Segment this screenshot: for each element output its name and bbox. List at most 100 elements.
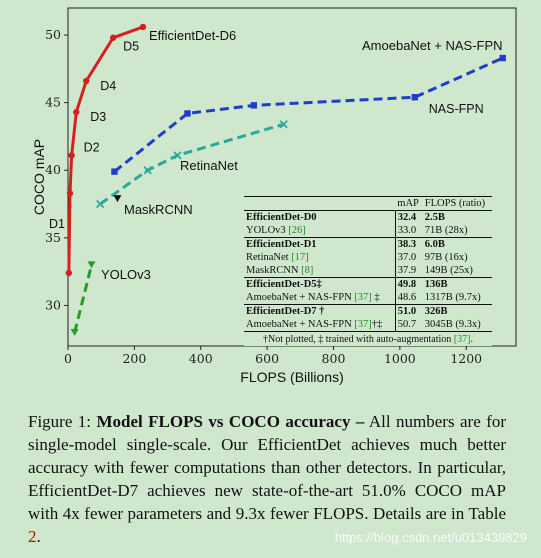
- series-name-label: RetinaNet: [180, 158, 238, 173]
- x-tick-label: 0: [64, 351, 72, 366]
- table-header-row: mAP FLOPS (ratio): [244, 196, 492, 211]
- cell-model: AmoebaNet + NAS-FPN [37]†‡: [244, 318, 395, 332]
- series-line: [67, 25, 144, 274]
- series-2: [96, 120, 288, 209]
- cell-flops: 71B (28x): [424, 225, 468, 236]
- cell-map: 33.0: [394, 224, 423, 238]
- table-footnote: †Not plotted, ‡ trained with auto-augmen…: [244, 331, 492, 346]
- table-row: AmoebaNet + NAS-FPN [37]†‡ 50.7 3045B (9.3…: [244, 318, 492, 332]
- cell-flops: 1317B (9.7x): [424, 292, 481, 303]
- cell-map: 37.0: [394, 251, 423, 264]
- row-model: EfficientDet-D0: [246, 212, 317, 223]
- series-4: [70, 261, 96, 336]
- row-model: RetinaNet: [246, 252, 292, 263]
- data-point: [499, 54, 506, 62]
- figure-caption: Figure 1: Model FLOPS vs COCO accuracy –…: [28, 410, 506, 548]
- table-footnote-row: †Not plotted, ‡ trained with auto-augmen…: [244, 331, 492, 346]
- data-point: [65, 269, 73, 277]
- header-flops: FLOPS (ratio): [422, 196, 492, 211]
- y-tick-label: 50: [45, 27, 61, 42]
- data-point: [68, 152, 75, 159]
- series-3: [113, 195, 122, 203]
- cell-map: 38.3: [394, 237, 423, 251]
- point-label: D4: [100, 79, 116, 93]
- row-model: YOLOv3: [246, 225, 289, 236]
- row-citation[interactable]: [37]: [354, 319, 372, 330]
- data-point: [109, 34, 117, 41]
- y-tick-label: 30: [45, 297, 61, 312]
- row-model: MaskRCNN: [246, 265, 302, 276]
- watermark: https://blog.csdn.net/u013439829: [334, 530, 527, 545]
- row-citation[interactable]: [17]: [291, 252, 309, 263]
- data-point: [66, 190, 74, 197]
- data-point: [111, 168, 118, 175]
- x-tick-label: 800: [322, 351, 346, 366]
- series-0: [65, 23, 147, 277]
- cell-model: EfficientDet-D0: [244, 211, 395, 225]
- data-point: [173, 151, 182, 160]
- cell-model: AmoebaNet + NAS-FPN [37] ‡: [244, 291, 395, 305]
- point-label: D5: [123, 40, 139, 54]
- footnote-end: .: [470, 334, 473, 345]
- x-tick-label: 600: [255, 351, 279, 366]
- cell-map: 32.4: [394, 210, 423, 224]
- data-point: [87, 261, 96, 269]
- caption-table-ref[interactable]: 2: [28, 527, 37, 546]
- cell-flops: 136B: [422, 277, 492, 291]
- x-tick-label: 1200: [450, 351, 482, 366]
- data-point: [73, 108, 80, 116]
- cell-flops: 6.0B: [422, 237, 492, 251]
- cell-flops: 2.5B: [424, 212, 445, 223]
- row-model: EfficientDet-D5‡: [246, 279, 322, 290]
- plot-frame: [67, 7, 517, 347]
- row-citation[interactable]: [37]: [354, 292, 372, 303]
- row-marks: ‡: [371, 292, 380, 303]
- cell-flops: 326B: [422, 304, 492, 318]
- series-name-label: MaskRCNN: [124, 202, 193, 217]
- footnote-citation[interactable]: [37]: [453, 334, 471, 345]
- header-model: [244, 196, 396, 211]
- caption-body: All numbers are for single-model single-…: [28, 412, 507, 523]
- caption-prefix: Figure 1:: [28, 412, 97, 431]
- data-point: [279, 120, 288, 129]
- row-model: EfficientDet-D7 †: [246, 306, 325, 317]
- cell-flops: 97B (16x): [424, 252, 468, 263]
- x-tick-label: 200: [122, 351, 146, 366]
- table-row: AmoebaNet + NAS-FPN [37] ‡ 48.6 1317B (9.7…: [244, 291, 492, 305]
- cell-map: 51.0: [394, 304, 423, 318]
- y-tick-label: 45: [45, 95, 61, 110]
- x-axis-title: FLOPS (Billions): [240, 369, 343, 385]
- cell-model: EfficientDet-D1: [244, 237, 396, 251]
- table-row: EfficientDet-D5‡ 49.8 136B: [244, 277, 492, 291]
- series-line: [73, 264, 94, 333]
- header-map: mAP: [395, 196, 423, 211]
- cell-flops: 3045B (9.3x): [424, 319, 481, 330]
- row-citation[interactable]: [26]: [288, 225, 306, 236]
- table-row: EfficientDet-D7 † 51.0 326B: [244, 304, 492, 318]
- table-row: MaskRCNN [8] 37.9 149B (25x): [244, 264, 492, 278]
- series-line: [99, 122, 285, 206]
- point-label: D1: [49, 217, 65, 231]
- data-point: [113, 195, 122, 203]
- data-point: [250, 102, 258, 109]
- y-tick-label: 40: [45, 162, 61, 177]
- y-tick-label: 35: [45, 230, 61, 245]
- row-model: AmoebaNet + NAS-FPN: [246, 292, 355, 303]
- x-tick-label: 400: [189, 351, 213, 366]
- cell-model: YOLOv3 [26]: [244, 224, 395, 238]
- data-point: [70, 328, 79, 336]
- cell-map: 49.8: [394, 277, 423, 291]
- caption-end: .: [36, 527, 41, 546]
- table-row: EfficientDet-D1 38.3 6.0B: [244, 237, 492, 251]
- cell-model: EfficientDet-D7 †: [244, 304, 396, 318]
- row-citation[interactable]: [8]: [301, 265, 314, 276]
- data-point: [83, 77, 90, 85]
- cell-model: EfficientDet-D5‡: [244, 277, 396, 291]
- row-model: EfficientDet-D1: [246, 239, 317, 250]
- point-label: NAS-FPN: [429, 102, 484, 116]
- flops-vs-map-chart: 0 200 400 600 800 1000 1200 30 35 40 45 50 D1 D2 D3 D4…: [31, 7, 517, 385]
- data-point: [143, 166, 152, 175]
- comparison-table: mAP FLOPS (ratio) EfficientDet-D0 32.4 2.5…: [244, 196, 492, 346]
- cell-model: RetinaNet [17]: [244, 251, 395, 264]
- row-model: AmoebaNet + NAS-FPN: [246, 319, 355, 330]
